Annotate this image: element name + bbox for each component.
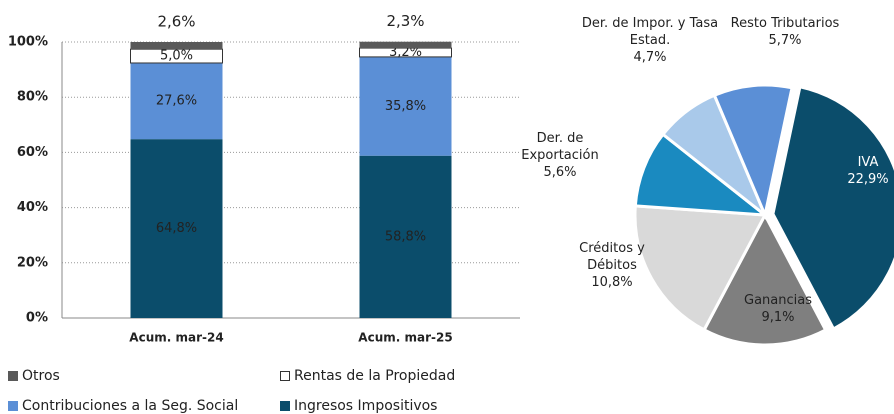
y-tick-label: 20% xyxy=(17,255,48,270)
pie-label-name: IVA xyxy=(857,155,879,170)
x-tick-label: Acum. mar-25 xyxy=(358,331,452,345)
pie-slice xyxy=(633,204,768,332)
pie-label-value: 4,7% xyxy=(633,50,667,65)
data-label: 2,6% xyxy=(157,13,195,31)
pie-label-value: 10,8% xyxy=(591,275,633,290)
pie-label: IVA 22,9% xyxy=(833,154,894,188)
legend-item: Contribuciones a la Seg. Social xyxy=(8,398,238,414)
pie-label-name: Ganancias xyxy=(744,293,812,308)
legend-swatch xyxy=(8,401,18,411)
y-tick-label: 100% xyxy=(8,35,48,50)
legend-item: Rentas de la Propiedad xyxy=(280,368,455,384)
legend-item: Otros xyxy=(8,368,60,384)
pie-label: Der. de Exportación 5,6% xyxy=(510,130,610,181)
legend-label: Rentas de la Propiedad xyxy=(294,368,456,384)
pie-label-value: 22,9% xyxy=(847,172,889,187)
data-label: 3,2% xyxy=(389,45,422,60)
pie-label-value: 5,7% xyxy=(768,33,802,48)
data-label: 58,8% xyxy=(385,229,426,244)
data-label: 5,0% xyxy=(160,49,193,64)
pie-slice xyxy=(712,83,794,220)
pie-label-name: Resto Tributarios xyxy=(730,16,840,31)
data-label: 2,3% xyxy=(386,12,424,30)
bar-segment xyxy=(359,56,452,156)
bar-segment xyxy=(359,41,452,49)
y-tick-label: 80% xyxy=(17,90,48,105)
pie-label-name: Créditos y Débitos xyxy=(579,241,645,273)
legend-swatch xyxy=(8,371,18,381)
pie-label: Resto Tributarios 5,7% xyxy=(720,15,850,49)
legend-label: Otros xyxy=(22,368,60,384)
bar-segment xyxy=(130,42,223,50)
bar-segment xyxy=(130,139,223,318)
data-label: 35,8% xyxy=(385,99,426,114)
pie-label-name: Der. de Exportación xyxy=(521,131,599,163)
pie-label-value: 9,1% xyxy=(761,310,795,325)
y-tick-label: 60% xyxy=(17,145,48,160)
y-tick-label: 0% xyxy=(26,311,48,326)
legend-item: Ingresos Impositivos xyxy=(280,398,437,414)
legend-swatch xyxy=(280,401,290,411)
pie-slice xyxy=(771,84,894,331)
pie-slice xyxy=(633,132,770,217)
pie-slice xyxy=(702,211,828,347)
pie-label-name: Der. de Impor. y Tasa Estad. xyxy=(581,16,719,48)
pie-label-value: 5,6% xyxy=(543,165,577,180)
x-tick-label: Acum. mar-24 xyxy=(129,331,223,345)
bar-segment xyxy=(130,62,223,140)
pie-label: Créditos y Débitos 10,8% xyxy=(567,240,657,291)
y-tick-label: 40% xyxy=(17,200,48,215)
legend-label: Contribuciones a la Seg. Social xyxy=(22,398,239,414)
data-label: 27,6% xyxy=(156,94,197,109)
bar-segment xyxy=(359,155,452,318)
legend-label: Ingresos Impositivos xyxy=(294,398,438,414)
legend-swatch xyxy=(280,371,290,381)
pie-label: Der. de Impor. y Tasa Estad. 4,7% xyxy=(575,15,725,66)
data-label: 64,8% xyxy=(156,221,197,236)
pie-label: Ganancias 9,1% xyxy=(738,292,818,326)
